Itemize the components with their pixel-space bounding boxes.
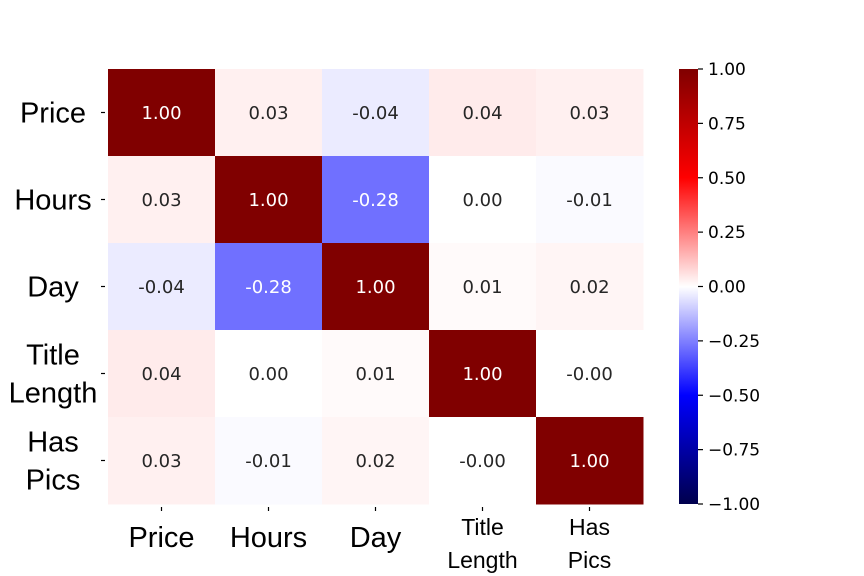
cell-value-label-2-4: 0.02 [569, 277, 609, 298]
colorbar-tick-label-1: 0.75 [708, 114, 746, 134]
row-label-1: Hours [14, 185, 91, 217]
heatmap-cells: 1.00 0.03 -0.04 0.04 0.03 0.03 1.00 -0.28 0.00 -0… [108, 69, 644, 505]
col-label-2: Day [350, 522, 402, 554]
heatmap-cell-2-3 [429, 243, 537, 331]
cell-value-label-2-1: -0.28 [245, 277, 292, 298]
col-label-1: Hours [230, 522, 307, 554]
colorbar [679, 69, 698, 504]
colorbar-tick-label-8: −1.00 [708, 495, 760, 515]
cell-value-label-0-2: -0.04 [352, 103, 399, 124]
cell-value-label-2-0: -0.04 [138, 277, 185, 298]
heatmap-cell-4-2 [322, 417, 430, 505]
cell-value-label-3-3: 1.00 [462, 364, 502, 385]
cell-value-label-2-3: 0.01 [462, 277, 502, 298]
cell-value-label-0-1: 0.03 [248, 103, 288, 124]
colorbar-tick-label-0: 1.00 [708, 60, 746, 80]
cell-value-label-4-4: 1.00 [569, 451, 609, 472]
cell-value-label-1-0: 0.03 [141, 190, 181, 211]
heatmap-cell-0-0 [108, 69, 216, 157]
heatmap-cell-2-4 [536, 243, 644, 331]
col-label-0: Price [128, 522, 194, 554]
heatmap-cell-1-1 [215, 156, 323, 244]
colorbar-tick-label-4: 0.00 [708, 278, 746, 298]
cell-value-label-3-4: -0.00 [566, 364, 613, 385]
row-label-4: Has Pics [26, 427, 81, 497]
heatmap-cell-0-1 [215, 69, 323, 157]
cell-value-label-4-0: 0.03 [141, 451, 181, 472]
row-label-2: Day [27, 272, 79, 304]
colorbar-tick-label-3: 0.25 [708, 223, 746, 243]
cell-value-label-0-3: 0.04 [462, 103, 502, 124]
heatmap-cell-3-1 [215, 330, 323, 418]
heatmap-cell-1-3 [429, 156, 537, 244]
col-label-4: Has Pics [568, 514, 611, 573]
heatmap-cell-1-0 [108, 156, 216, 244]
cell-value-label-4-1: -0.01 [245, 451, 292, 472]
cell-value-label-1-4: -0.01 [566, 190, 613, 211]
heatmap-cell-4-3 [429, 417, 537, 505]
cell-value-label-0-4: 0.03 [569, 103, 609, 124]
cell-value-label-4-2: 0.02 [355, 451, 395, 472]
heatmap-cell-3-4 [536, 330, 644, 418]
heatmap-cell-3-2 [322, 330, 430, 418]
cell-value-label-1-1: 1.00 [248, 190, 288, 211]
heatmap-cell-3-3 [429, 330, 537, 418]
heatmap-cell-0-2 [322, 69, 430, 157]
colorbar-tick-label-7: −0.75 [708, 441, 760, 461]
cell-value-label-3-0: 0.04 [141, 364, 181, 385]
heatmap-cell-1-2 [322, 156, 430, 244]
colorbar-tick-label-6: −0.50 [708, 386, 760, 406]
heatmap-cell-4-1 [215, 417, 323, 505]
row-label-3: Title Length [9, 340, 98, 410]
cell-value-label-3-1: 0.00 [248, 364, 288, 385]
heatmap-cell-0-4 [536, 69, 644, 157]
cell-value-label-1-2: -0.28 [352, 190, 399, 211]
colorbar-tick-label-2: 0.50 [708, 169, 746, 189]
col-label-3: Title Length [447, 514, 517, 573]
colorbar-ticks: 1.00 0.75 0.50 0.25 0.00 −0.25 −0.50 −0.75 −1.00 [698, 60, 760, 515]
colorbar-tick-label-5: −0.25 [708, 332, 760, 352]
heatmap-cell-4-0 [108, 417, 216, 505]
heatmap-cell-3-0 [108, 330, 216, 418]
heatmap-cell-0-3 [429, 69, 537, 157]
cell-value-label-3-2: 0.01 [355, 364, 395, 385]
cell-value-label-0-0: 1.00 [141, 103, 181, 124]
heatmap-cell-2-1 [215, 243, 323, 331]
heatmap-cell-4-4 [536, 417, 644, 505]
heatmap-cell-2-0 [108, 243, 216, 331]
heatmap-cell-2-2 [322, 243, 430, 331]
row-labels: Price Hours Day Title Length Has Pics [9, 98, 105, 497]
row-label-0: Price [20, 98, 86, 130]
cell-value-label-4-3: -0.00 [459, 451, 506, 472]
cell-value-label-1-3: 0.00 [462, 190, 502, 211]
column-labels: Price Hours Day Title Length Has Pics [128, 507, 611, 573]
heatmap-cell-1-4 [536, 156, 644, 244]
cell-value-label-2-2: 1.00 [355, 277, 395, 298]
